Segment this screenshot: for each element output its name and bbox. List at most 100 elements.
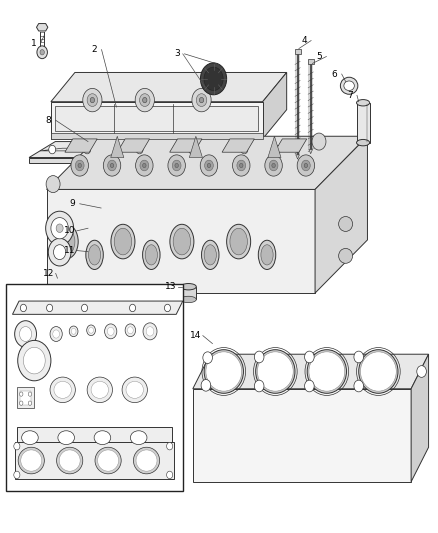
Polygon shape — [222, 139, 254, 152]
Circle shape — [53, 245, 66, 260]
Circle shape — [207, 164, 211, 167]
Ellipse shape — [309, 352, 345, 391]
Text: 11: 11 — [64, 246, 75, 255]
Ellipse shape — [180, 296, 196, 303]
Polygon shape — [275, 139, 307, 152]
Circle shape — [19, 392, 23, 396]
Ellipse shape — [94, 431, 111, 445]
Circle shape — [175, 164, 178, 167]
Circle shape — [297, 155, 314, 176]
Circle shape — [136, 155, 153, 176]
Ellipse shape — [87, 377, 113, 402]
Circle shape — [14, 471, 20, 479]
Circle shape — [46, 211, 74, 245]
Circle shape — [201, 63, 226, 95]
Polygon shape — [51, 102, 263, 139]
Text: 4: 4 — [301, 36, 307, 45]
Polygon shape — [51, 72, 287, 102]
Polygon shape — [46, 136, 367, 189]
Circle shape — [233, 155, 250, 176]
Polygon shape — [117, 139, 150, 152]
Ellipse shape — [344, 81, 354, 91]
Ellipse shape — [201, 240, 219, 270]
Polygon shape — [12, 301, 183, 314]
Circle shape — [201, 379, 211, 391]
Circle shape — [140, 94, 150, 107]
Ellipse shape — [54, 381, 71, 398]
Circle shape — [103, 155, 121, 176]
Ellipse shape — [58, 431, 74, 445]
Circle shape — [146, 327, 154, 336]
Ellipse shape — [134, 447, 159, 474]
Text: 14: 14 — [190, 331, 201, 340]
Circle shape — [196, 94, 207, 107]
Circle shape — [205, 160, 213, 171]
Circle shape — [240, 164, 243, 167]
Polygon shape — [193, 354, 428, 389]
Text: 8: 8 — [46, 116, 52, 125]
Circle shape — [46, 175, 60, 192]
Polygon shape — [46, 189, 315, 293]
Circle shape — [254, 380, 264, 392]
Circle shape — [272, 164, 276, 167]
Ellipse shape — [21, 450, 42, 471]
Circle shape — [143, 164, 146, 167]
Text: 13: 13 — [165, 282, 177, 291]
Circle shape — [53, 330, 60, 338]
Circle shape — [110, 164, 114, 167]
Ellipse shape — [91, 381, 109, 398]
Circle shape — [166, 442, 173, 450]
Polygon shape — [14, 442, 174, 479]
Polygon shape — [29, 158, 280, 163]
Polygon shape — [111, 136, 124, 158]
Circle shape — [81, 304, 88, 312]
Ellipse shape — [21, 431, 38, 445]
Circle shape — [71, 328, 76, 334]
Polygon shape — [55, 106, 258, 131]
Circle shape — [108, 160, 117, 171]
Circle shape — [18, 341, 51, 381]
Circle shape — [265, 155, 283, 176]
Circle shape — [172, 160, 181, 171]
Circle shape — [125, 324, 136, 337]
Circle shape — [136, 146, 143, 154]
Ellipse shape — [98, 450, 119, 471]
Ellipse shape — [59, 450, 80, 471]
Ellipse shape — [145, 245, 157, 265]
Circle shape — [166, 471, 173, 479]
Polygon shape — [411, 354, 428, 482]
Ellipse shape — [357, 140, 370, 146]
Ellipse shape — [170, 224, 194, 259]
Circle shape — [254, 351, 264, 363]
Ellipse shape — [226, 224, 251, 259]
Ellipse shape — [204, 350, 244, 393]
Circle shape — [417, 366, 426, 377]
Ellipse shape — [86, 240, 103, 270]
Circle shape — [200, 155, 218, 176]
Circle shape — [127, 327, 133, 334]
Circle shape — [143, 323, 157, 340]
Circle shape — [274, 146, 281, 154]
Polygon shape — [180, 287, 196, 300]
Ellipse shape — [258, 240, 276, 270]
Polygon shape — [193, 389, 411, 482]
Polygon shape — [309, 150, 312, 154]
Text: 1: 1 — [31, 39, 36, 48]
Polygon shape — [170, 139, 202, 152]
Circle shape — [143, 98, 147, 103]
Circle shape — [37, 46, 47, 59]
Circle shape — [40, 50, 44, 55]
Ellipse shape — [340, 77, 358, 94]
Circle shape — [50, 327, 62, 342]
Bar — [294, 49, 300, 54]
Ellipse shape — [357, 100, 370, 106]
Text: 9: 9 — [70, 199, 76, 208]
Circle shape — [135, 88, 154, 112]
Ellipse shape — [173, 228, 191, 255]
Circle shape — [304, 164, 307, 167]
Ellipse shape — [230, 228, 247, 255]
Circle shape — [304, 351, 314, 363]
Ellipse shape — [307, 350, 346, 393]
Circle shape — [105, 324, 117, 339]
Circle shape — [168, 155, 185, 176]
